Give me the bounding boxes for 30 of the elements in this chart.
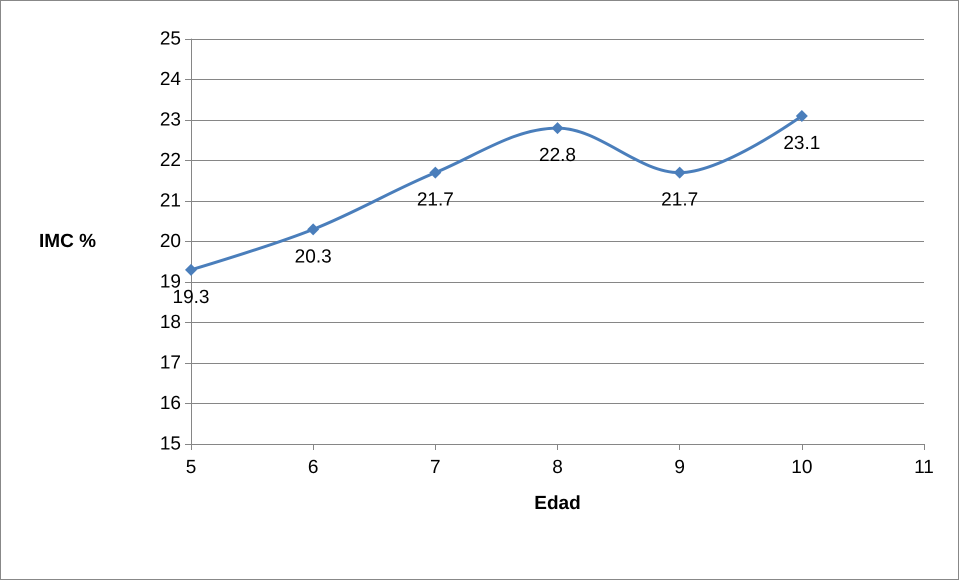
data-label: 23.1 xyxy=(783,132,820,154)
y-tick-label: 17 xyxy=(160,352,181,374)
x-tick-label: 10 xyxy=(791,457,812,478)
y-tick-label: 16 xyxy=(160,393,181,414)
x-tick-label: 5 xyxy=(186,457,196,478)
x-tick-label: 8 xyxy=(552,457,563,478)
y-tick-label: 21 xyxy=(160,190,181,212)
y-tick-label: 23 xyxy=(160,110,181,130)
y-tick-label: 22 xyxy=(160,150,181,171)
x-tick-label: 7 xyxy=(430,457,441,478)
x-tick-label: 6 xyxy=(308,457,318,478)
point xyxy=(552,122,564,134)
point xyxy=(796,110,808,122)
data-label: 21.7 xyxy=(416,190,454,211)
data-label: 21.7 xyxy=(661,190,698,211)
point xyxy=(307,223,320,236)
data-label: 22.8 xyxy=(539,145,576,166)
y-tick-label: 25 xyxy=(160,28,181,50)
point xyxy=(185,264,197,276)
y-tick-label: 24 xyxy=(160,69,182,90)
point xyxy=(429,166,442,179)
point xyxy=(674,166,686,179)
y-tick-label: 18 xyxy=(160,312,181,333)
y-tick-label: 20 xyxy=(160,231,181,252)
data-label: 20.3 xyxy=(294,246,332,268)
x-tick-label: 9 xyxy=(674,457,685,478)
y-axis-title: IMC % xyxy=(39,231,96,252)
y-tick-label: 15 xyxy=(160,434,181,454)
x-tick-label: 11 xyxy=(914,457,934,478)
x-axis-title: Edad xyxy=(534,493,581,514)
